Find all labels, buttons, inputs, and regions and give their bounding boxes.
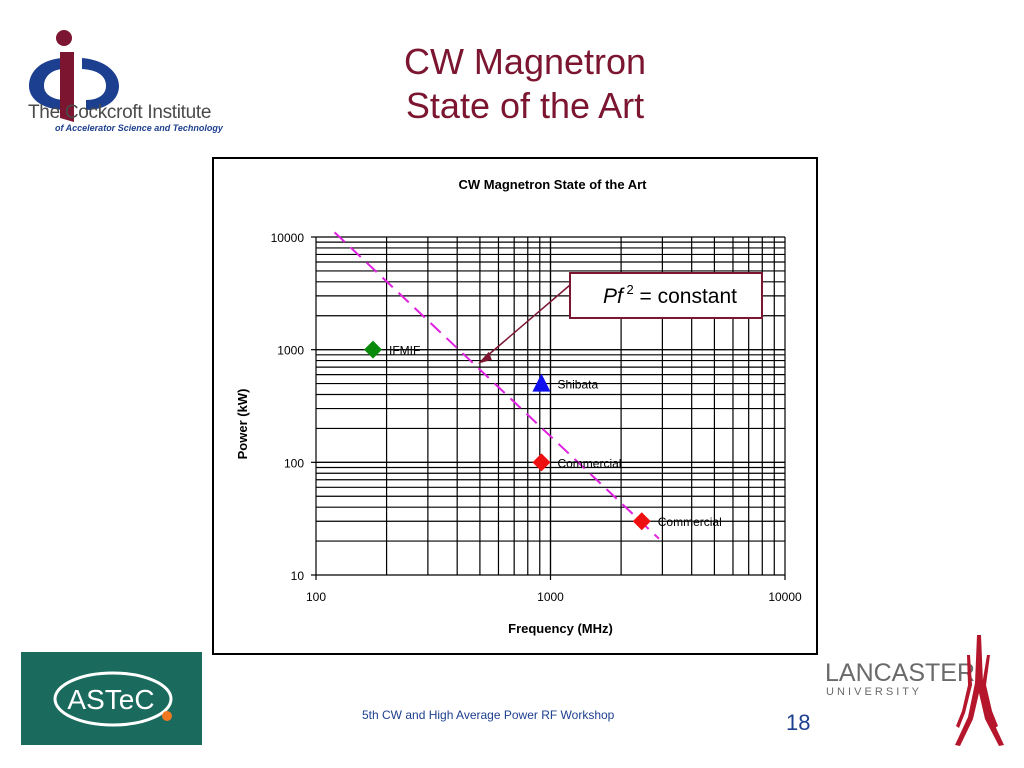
slide-title-line1: CW Magnetron bbox=[403, 41, 647, 82]
chart-svg: CW Magnetron State of the Art 100 1000 1000… bbox=[235, 177, 802, 636]
data-point-diamond bbox=[363, 340, 382, 359]
x-axis-label: Frequency (MHz) bbox=[508, 621, 613, 636]
chart-container: CW Magnetron State of the Art 100 1000 1000… bbox=[212, 157, 818, 655]
y-tick-label: 1000 bbox=[277, 344, 304, 358]
y-tick-label: 10 bbox=[291, 569, 305, 583]
cockcroft-name: The Cockcroft Institute bbox=[28, 102, 212, 123]
logo-dot bbox=[56, 30, 72, 46]
lancaster-emblem bbox=[955, 635, 1004, 746]
data-point-triangle bbox=[532, 373, 551, 392]
logo-left-arc bbox=[29, 58, 66, 110]
slide-title: CW Magnetron State of the Art bbox=[330, 40, 720, 128]
astec-dot bbox=[162, 711, 172, 721]
data-point-label: Commercial bbox=[658, 515, 722, 529]
annotation-text: Pf 2 = constant bbox=[603, 282, 737, 308]
cockcroft-subtitle: of Accelerator Science and Technology bbox=[55, 123, 223, 133]
trend-line bbox=[333, 231, 660, 540]
astec-ring bbox=[53, 671, 173, 727]
astec-logo-graphic: ASTeC bbox=[53, 671, 173, 727]
logo-stem-base bbox=[60, 114, 74, 122]
annotation-box bbox=[569, 272, 763, 319]
data-point-label: IFMIF bbox=[389, 344, 420, 358]
page-number: 18 bbox=[786, 710, 811, 735]
chart-title: CW Magnetron State of the Art bbox=[458, 177, 647, 192]
cockcroft-institute-logo bbox=[29, 30, 119, 122]
logo-right-arc bbox=[82, 58, 119, 110]
x-tick-label: 100 bbox=[306, 590, 326, 604]
footer-text: 5th CW and High Average Power RF Worksho… bbox=[362, 708, 615, 722]
y-tick-label: 10000 bbox=[271, 231, 305, 245]
y-tick-label: 100 bbox=[284, 456, 304, 470]
slide-title-line2: State of the Art bbox=[405, 85, 645, 126]
y-axis-label: Power (kW) bbox=[235, 389, 250, 460]
lancaster-line2: U N I V E R S I T Y bbox=[826, 686, 920, 698]
data-point-diamond bbox=[532, 453, 551, 472]
astec-logo: ASTeC bbox=[21, 652, 202, 745]
data-point-label: Shibata bbox=[557, 378, 598, 392]
lancaster-line1: LANCASTER bbox=[825, 659, 975, 687]
logo-stem bbox=[60, 52, 74, 114]
x-tick-label: 1000 bbox=[537, 590, 564, 604]
x-tick-label: 10000 bbox=[768, 590, 802, 604]
annotation-arrowhead bbox=[477, 351, 492, 364]
lancaster-university-logo: LANCASTER U N I V E R S I T Y bbox=[823, 633, 1008, 748]
annotation-arrow-line bbox=[483, 284, 571, 360]
lancaster-logo-graphic: LANCASTER U N I V E R S I T Y bbox=[825, 635, 1004, 746]
data-point-diamond bbox=[632, 512, 651, 531]
data-point-label: Commercial bbox=[557, 456, 621, 470]
astec-text: ASTeC bbox=[67, 684, 154, 715]
